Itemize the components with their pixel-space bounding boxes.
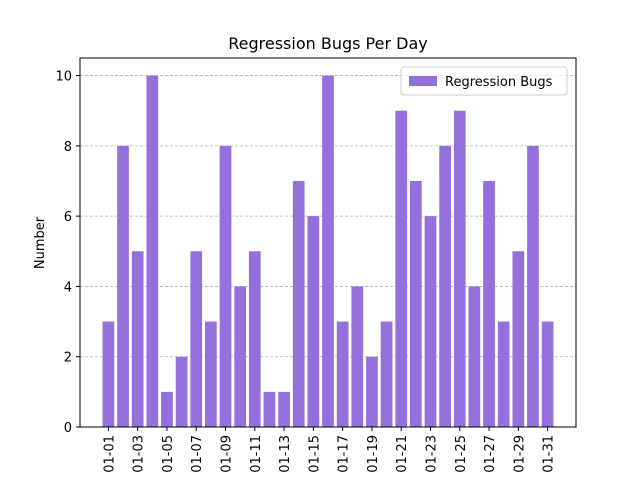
x-tick-label: 01-31 <box>542 435 557 473</box>
x-tick-label: 01-09 <box>220 435 235 473</box>
bar <box>512 251 525 427</box>
bar <box>453 110 466 427</box>
bar <box>541 321 554 427</box>
y-tick-label: 6 <box>64 210 72 225</box>
x-tick-label: 01-21 <box>395 435 410 473</box>
bar <box>527 145 539 427</box>
bar <box>439 145 451 427</box>
bar <box>409 181 422 427</box>
x-tick-label: 01-17 <box>337 435 352 473</box>
x-tick-label: 01-13 <box>278 435 293 473</box>
legend-swatch <box>409 76 437 86</box>
chart-title: Regression Bugs Per Day <box>228 34 427 53</box>
bar <box>190 251 203 427</box>
x-tick-label: 01-05 <box>161 435 176 473</box>
x-tick-label: 01-25 <box>454 435 469 473</box>
bar <box>102 321 115 427</box>
x-tick-label: 01-15 <box>307 435 322 473</box>
x-tick-label: 01-29 <box>512 435 527 473</box>
y-tick-label: 4 <box>64 280 72 295</box>
bar <box>248 251 261 427</box>
bar <box>336 321 349 427</box>
axes-frame <box>79 57 577 428</box>
bar <box>497 321 510 427</box>
bar <box>278 391 290 427</box>
bar <box>175 356 188 427</box>
y-tick-label: 0 <box>64 421 72 436</box>
bar <box>219 145 232 427</box>
x-tick-label: 01-19 <box>366 435 381 473</box>
legend-box <box>400 66 568 96</box>
bar <box>395 110 408 427</box>
x-tick-label: 01-07 <box>190 435 205 473</box>
bar <box>234 286 247 427</box>
bar <box>205 321 217 427</box>
bar <box>380 321 393 427</box>
bar <box>146 75 159 428</box>
y-tick-label: 10 <box>55 70 72 85</box>
bar <box>366 356 378 427</box>
bar <box>307 216 320 427</box>
x-tick-label: 01-01 <box>102 435 117 473</box>
bar <box>351 286 364 427</box>
bar <box>292 181 305 427</box>
y-tick-label: 8 <box>64 140 72 155</box>
x-tick-label: 01-27 <box>483 435 498 473</box>
bar <box>483 181 495 427</box>
x-tick-label: 01-11 <box>249 435 264 473</box>
bar <box>424 216 437 427</box>
bar <box>263 391 276 427</box>
x-tick-label: 01-03 <box>132 435 147 473</box>
y-tick-label: 2 <box>64 351 72 366</box>
bar <box>322 75 334 428</box>
bar <box>117 145 129 427</box>
x-tick-label: 01-23 <box>424 435 439 473</box>
y-axis-label: Number <box>33 216 48 269</box>
bar <box>161 391 173 427</box>
legend-label: Regression Bugs <box>445 75 553 90</box>
bar <box>468 286 481 427</box>
bar <box>131 251 144 427</box>
